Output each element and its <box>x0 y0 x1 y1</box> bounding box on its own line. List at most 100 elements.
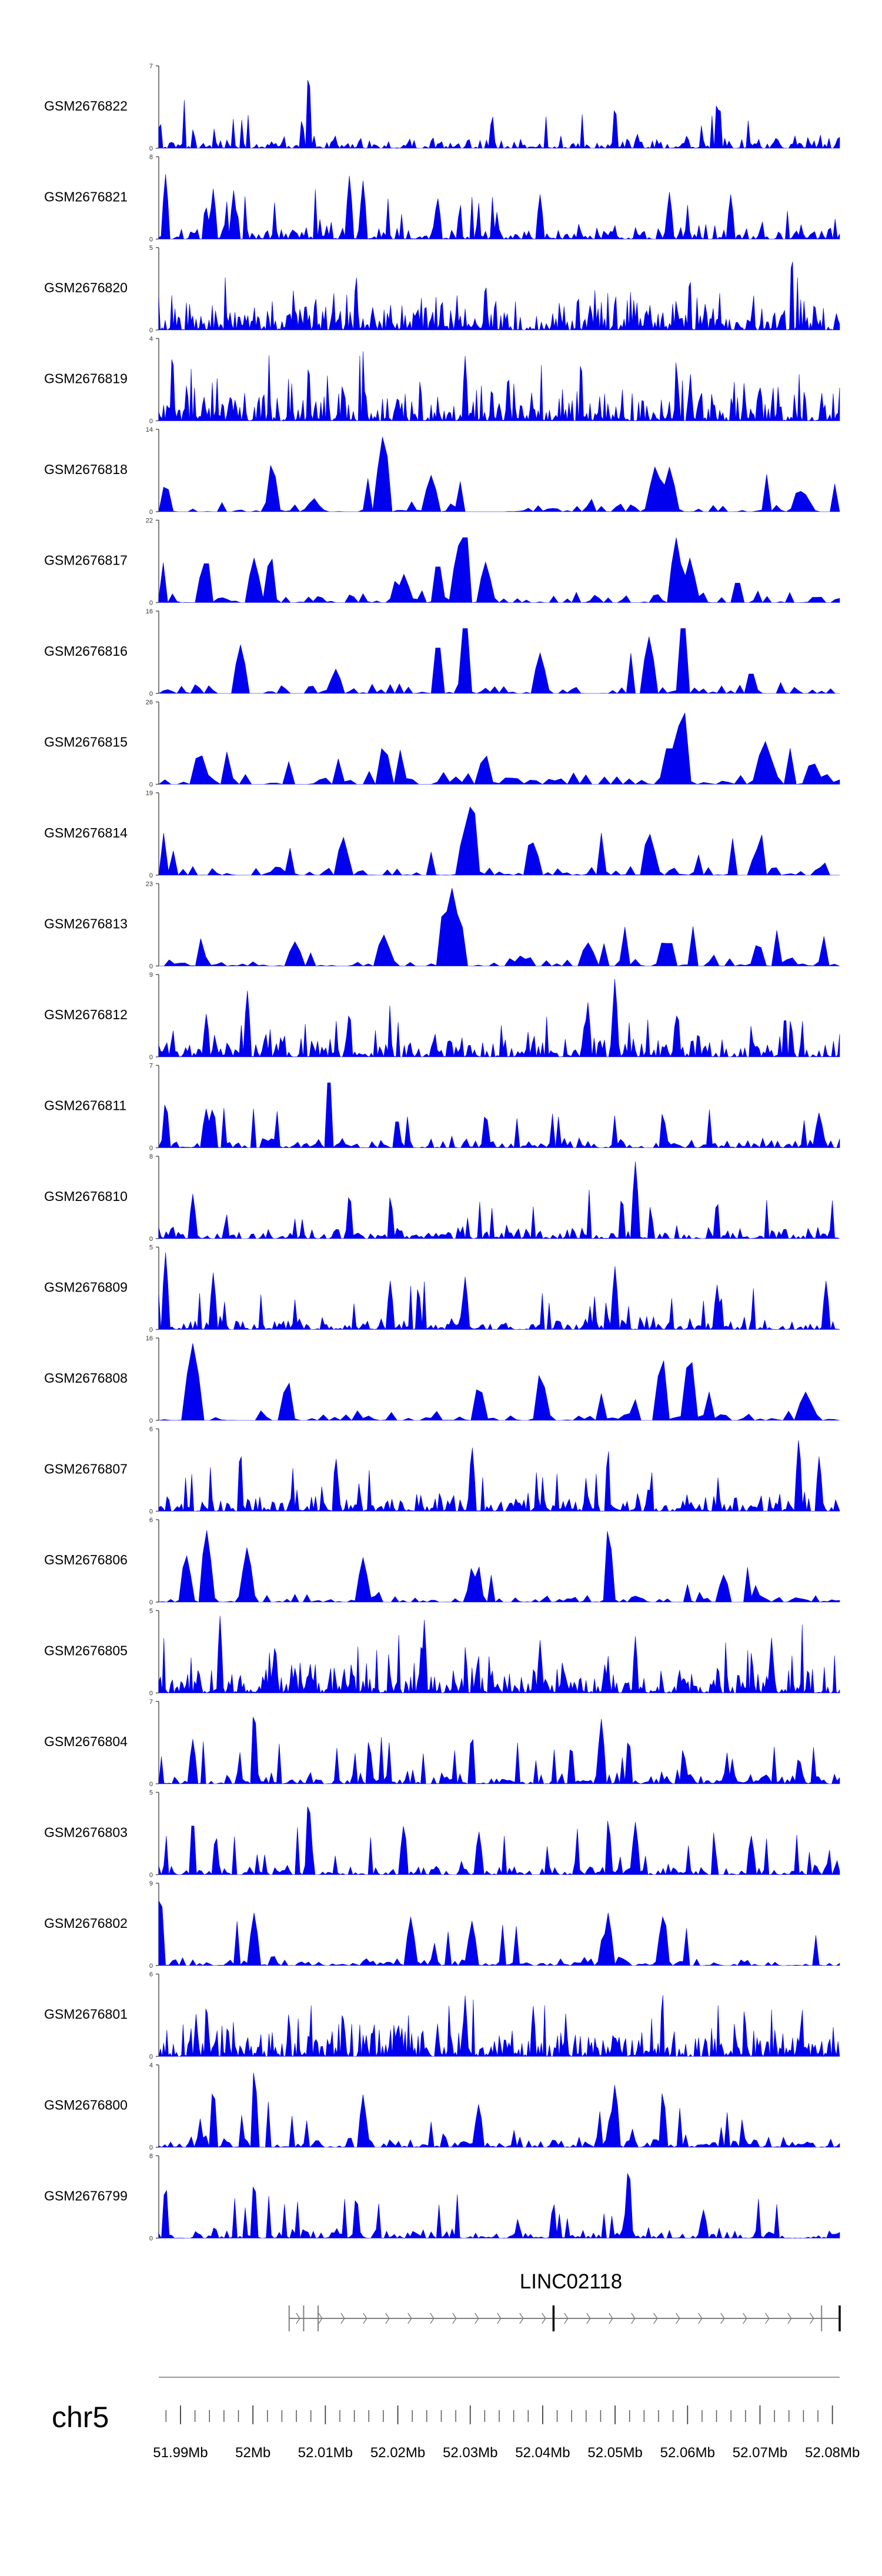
y-min-label: 0 <box>149 690 153 698</box>
y-max-label: 5 <box>149 1244 153 1252</box>
track-GSM2676820: GSM2676820 5 0 <box>44 245 840 334</box>
track-label: GSM2676816 <box>44 643 128 659</box>
strand-arrow <box>586 2313 591 2324</box>
y-max-label: 5 <box>149 245 153 252</box>
y-min-label: 0 <box>149 327 153 334</box>
tick-label: 51.99Mb <box>153 2445 208 2461</box>
tick-label: 52.03Mb <box>443 2445 497 2461</box>
track-GSM2676804: GSM2676804 7 0 <box>44 1699 840 1788</box>
track-GSM2676811: GSM2676811 7 0 <box>44 1063 840 1152</box>
track-GSM2676817: GSM2676817 22 0 <box>44 518 840 607</box>
track-label: GSM2676813 <box>44 916 128 932</box>
y-max-label: 6 <box>149 1426 153 1433</box>
signal-area <box>158 979 840 1058</box>
track-label: GSM2676808 <box>44 1370 128 1386</box>
y-min-label: 0 <box>149 782 153 789</box>
strand-arrow <box>698 2313 703 2324</box>
track-label: GSM2676799 <box>44 2188 128 2204</box>
signal-tracks: GSM267682270GSM267682180GSM267682050GSM2… <box>44 63 840 2243</box>
y-min-label: 0 <box>149 418 153 425</box>
y-max-label: 6 <box>149 1517 153 1524</box>
track-GSM2676815: GSM2676815 26 0 <box>44 699 840 789</box>
strand-arrow <box>676 2313 680 2324</box>
strand-arrow <box>720 2313 725 2324</box>
strand-arrow <box>340 2313 345 2324</box>
track-label: GSM2676804 <box>44 1734 128 1749</box>
tick-label: 52.07Mb <box>733 2445 787 2461</box>
signal-area <box>158 1900 840 1966</box>
signal-area <box>158 174 840 240</box>
y-min-label: 0 <box>149 2054 153 2061</box>
strand-arrow <box>787 2313 792 2324</box>
track-label: GSM2676821 <box>44 189 128 205</box>
y-min-label: 0 <box>149 236 153 243</box>
y-min-label: 0 <box>149 1417 153 1424</box>
signal-area <box>158 1995 840 2057</box>
y-max-label: 26 <box>146 699 153 706</box>
track-GSM2676822: GSM2676822 7 0 <box>44 63 840 152</box>
track-GSM2676803: GSM2676803 5 0 <box>44 1790 840 1879</box>
tick-label: 52.05Mb <box>587 2445 642 2461</box>
track-label: GSM2676806 <box>44 1552 128 1567</box>
signal-area <box>158 712 840 785</box>
strand-arrow <box>363 2313 368 2324</box>
signal-area <box>158 351 840 422</box>
y-min-label: 0 <box>149 1963 153 1970</box>
y-max-label: 8 <box>149 2153 153 2160</box>
y-min-label: 0 <box>149 145 153 152</box>
signal-area <box>158 1252 840 1330</box>
y-min-label: 0 <box>149 1599 153 1606</box>
track-label: GSM2676818 <box>44 462 128 477</box>
strand-arrow <box>653 2313 658 2324</box>
strand-arrow <box>631 2313 636 2324</box>
chromosome-label: chr5 <box>52 2401 109 2434</box>
y-max-label: 4 <box>149 336 153 343</box>
track-label: GSM2676809 <box>44 1280 128 1295</box>
signal-area <box>158 1717 840 1785</box>
y-max-label: 7 <box>149 1699 153 1706</box>
track-GSM2676808: GSM2676808 16 0 <box>44 1335 840 1424</box>
tick-label: 52Mb <box>235 2445 270 2461</box>
y-min-label: 0 <box>149 1781 153 1788</box>
y-min-label: 0 <box>149 600 153 607</box>
track-GSM2676799: GSM2676799 8 0 <box>44 2153 840 2243</box>
track-GSM2676819: GSM2676819 4 0 <box>44 336 840 425</box>
tick-label: 52.02Mb <box>370 2445 425 2461</box>
y-max-label: 4 <box>149 2062 153 2069</box>
strand-arrow <box>609 2313 613 2324</box>
signal-area <box>158 1440 840 1512</box>
track-GSM2676805: GSM2676805 5 0 <box>44 1608 840 1697</box>
track-label: GSM2676805 <box>44 1643 128 1659</box>
strand-arrow <box>475 2313 479 2324</box>
track-label: GSM2676814 <box>44 825 128 840</box>
genome-axis-track: chr5 51.99Mb 52Mb 52.01Mb 52.02Mb 52.03Mb 52.… <box>52 2377 860 2461</box>
y-max-label: 6 <box>149 1971 153 1978</box>
y-min-label: 0 <box>149 1327 153 1334</box>
strand-arrow <box>430 2313 435 2324</box>
track-GSM2676821: GSM2676821 8 0 <box>44 154 840 243</box>
track-label: GSM2676800 <box>44 2097 128 2113</box>
signal-area <box>158 1161 840 1240</box>
track-GSM2676809: GSM2676809 5 0 <box>44 1244 840 1334</box>
signal-area <box>158 1082 840 1149</box>
y-max-label: 14 <box>146 426 153 433</box>
strand-arrow <box>743 2313 747 2324</box>
track-label: GSM2676820 <box>44 280 128 295</box>
y-max-label: 8 <box>149 154 153 161</box>
y-max-label: 23 <box>146 881 153 888</box>
track-GSM2676818: GSM2676818 14 0 <box>44 426 840 516</box>
y-min-label: 0 <box>149 1872 153 1879</box>
track-GSM2676800: GSM2676800 4 0 <box>44 2062 840 2151</box>
track-GSM2676810: GSM2676810 8 0 <box>44 1153 840 1243</box>
signal-area <box>158 1343 840 1421</box>
y-max-label: 8 <box>149 1153 153 1160</box>
strand-arrow <box>318 2313 323 2324</box>
strand-arrow <box>452 2313 457 2324</box>
track-label: GSM2676822 <box>44 98 128 114</box>
signal-area <box>158 806 840 876</box>
track-label: GSM2676817 <box>44 553 128 568</box>
y-max-label: 16 <box>146 608 153 615</box>
y-max-label: 5 <box>149 1790 153 1797</box>
strand-arrow <box>765 2313 770 2324</box>
